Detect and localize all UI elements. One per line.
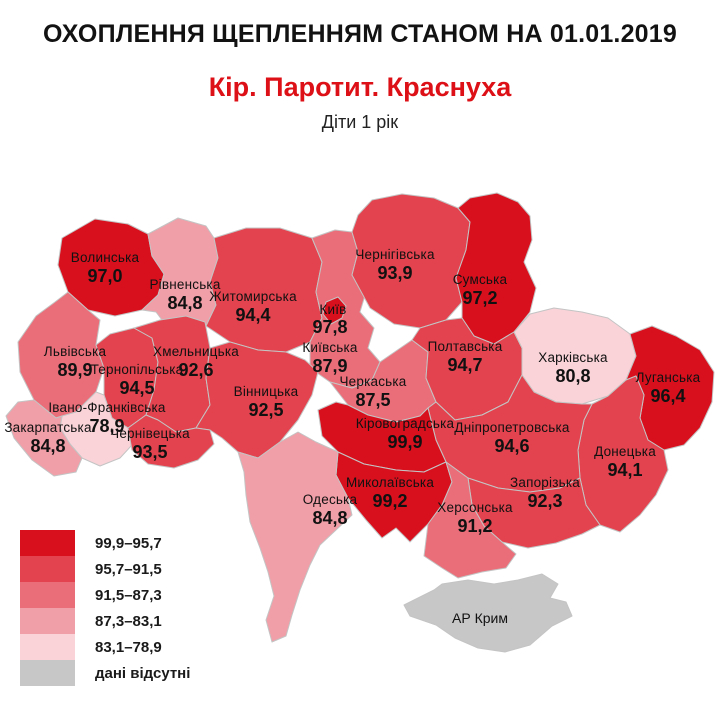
region-khersonska-label: Херсонська bbox=[437, 500, 513, 515]
region-cherkaska-label: Черкаська bbox=[339, 374, 406, 389]
legend-item: 87,3–83,1 bbox=[20, 608, 190, 634]
region-kyiv-city-label: Київ bbox=[319, 302, 346, 317]
region-khmelnytska-value: 92,6 bbox=[178, 360, 213, 380]
page-audience: Діти 1 рік bbox=[321, 112, 399, 132]
legend-swatch-3 bbox=[20, 608, 75, 634]
legend-swatch-0 bbox=[20, 530, 75, 556]
region-odeska-label: Одеська bbox=[303, 492, 358, 507]
region-luhanska-value: 96,4 bbox=[650, 386, 685, 406]
legend-swatch-2 bbox=[20, 582, 75, 608]
ukraine-choropleth-map: Волинська 97,0 Рівненська 84,8 Житомирсь… bbox=[4, 192, 715, 653]
map-regions bbox=[5, 192, 715, 653]
region-chernivetska bbox=[127, 414, 215, 469]
region-kyivska-value: 87,9 bbox=[312, 356, 347, 376]
region-kharkivska-value: 80,8 bbox=[555, 366, 590, 386]
region-mykolaivska-value: 99,2 bbox=[372, 491, 407, 511]
region-rivnenska-value: 84,8 bbox=[167, 293, 202, 313]
region-poltavska-label: Полтавська bbox=[428, 339, 503, 354]
region-khersonska bbox=[423, 461, 517, 579]
region-zhytomyrska-label: Житомирська bbox=[209, 289, 297, 304]
region-zhytomyrska bbox=[205, 227, 323, 353]
legend-swatch-5 bbox=[20, 660, 75, 686]
legend-swatch-4 bbox=[20, 634, 75, 660]
page-subtitle: Кір. Паротит. Краснуха bbox=[208, 72, 512, 102]
region-krym-label: АР Крим bbox=[452, 610, 508, 626]
region-chernivetska-label: Чернівецька bbox=[110, 426, 190, 441]
legend-item: 95,7–91,5 bbox=[20, 556, 190, 582]
region-sumska-value: 97,2 bbox=[462, 288, 497, 308]
legend-label-0: 99,9–95,7 bbox=[95, 534, 162, 552]
region-chernihivska-value: 93,9 bbox=[377, 263, 412, 283]
legend-item: дані відсутні bbox=[20, 660, 190, 686]
region-rivnenska-label: Рівненська bbox=[149, 277, 220, 292]
region-volynska-value: 97,0 bbox=[87, 266, 122, 286]
region-lvivska-value: 89,9 bbox=[57, 360, 92, 380]
region-luhanska-label: Луганська bbox=[636, 370, 701, 385]
region-kirovohradska-value: 99,9 bbox=[387, 432, 422, 452]
region-kharkivska-label: Харківська bbox=[538, 350, 608, 365]
region-sumska-label: Сумська bbox=[453, 272, 508, 287]
legend-label-2: 91,5–87,3 bbox=[95, 586, 162, 604]
region-odeska bbox=[237, 431, 353, 643]
region-donetska-label: Донецька bbox=[594, 444, 656, 459]
region-kyivska-label: Київська bbox=[302, 340, 358, 355]
legend-item: 91,5–87,3 bbox=[20, 582, 190, 608]
region-chernivetska-value: 93,5 bbox=[132, 442, 167, 462]
region-ternopilska-value: 94,5 bbox=[119, 378, 154, 398]
region-ternopilska-label: Тернопільська bbox=[91, 362, 184, 377]
region-krym bbox=[403, 573, 573, 653]
legend-item: 99,9–95,7 bbox=[20, 530, 190, 556]
region-vinnytska-label: Вінницька bbox=[234, 384, 299, 399]
region-ivano-frankivska-label: Івано-Франківська bbox=[48, 400, 166, 415]
region-khmelnytska-label: Хмельницька bbox=[153, 344, 239, 359]
region-cherkaska-value: 87,5 bbox=[355, 390, 390, 410]
region-volynska-label: Волинська bbox=[71, 250, 140, 265]
map-labels: Волинська 97,0 Рівненська 84,8 Житомирсь… bbox=[4, 247, 700, 626]
region-kyiv-city bbox=[322, 296, 347, 325]
region-zakarpatska bbox=[5, 399, 83, 477]
region-poltavska-value: 94,7 bbox=[447, 355, 482, 375]
legend-label-1: 95,7–91,5 bbox=[95, 560, 162, 578]
legend-swatch-1 bbox=[20, 556, 75, 582]
region-ivano-frankivska-value: 78,9 bbox=[89, 416, 124, 436]
region-odeska-value: 84,8 bbox=[312, 508, 347, 528]
region-chernihivska-label: Чернігівська bbox=[355, 247, 435, 262]
legend-label-4: 83,1–78,9 bbox=[95, 638, 162, 656]
region-dnipropetrovska-label: Дніпропетровська bbox=[454, 420, 569, 435]
page-title: ОХОПЛЕННЯ ЩЕПЛЕННЯМ СТАНОМ НА 01.01.2019 bbox=[43, 20, 677, 48]
legend-label-3: 87,3–83,1 bbox=[95, 612, 162, 630]
region-kirovohradska-label: Кіровоградська bbox=[356, 416, 455, 431]
region-sumska bbox=[455, 192, 537, 345]
region-zhytomyrska-value: 94,4 bbox=[235, 305, 270, 325]
region-zakarpatska-value: 84,8 bbox=[30, 436, 65, 456]
region-donetska-value: 94,1 bbox=[607, 460, 642, 480]
region-dnipropetrovska-value: 94,6 bbox=[494, 436, 529, 456]
region-mykolaivska-label: Миколаївська bbox=[346, 475, 434, 490]
region-kyiv-city-value: 97,8 bbox=[312, 317, 347, 337]
region-vinnytska-value: 92,5 bbox=[248, 400, 283, 420]
region-khersonska-value: 91,2 bbox=[457, 516, 492, 536]
region-zakarpatska-label: Закарпатська bbox=[4, 420, 92, 435]
region-zaporizka-value: 92,3 bbox=[527, 491, 562, 511]
map-legend: 99,9–95,7 95,7–91,5 91,5–87,3 87,3–83,1 … bbox=[20, 530, 190, 686]
region-zaporizka-label: Запорізька bbox=[510, 475, 580, 490]
legend-label-5: дані відсутні bbox=[95, 664, 191, 682]
region-lvivska-label: Львівська bbox=[44, 344, 107, 359]
legend-item: 83,1–78,9 bbox=[20, 634, 190, 660]
